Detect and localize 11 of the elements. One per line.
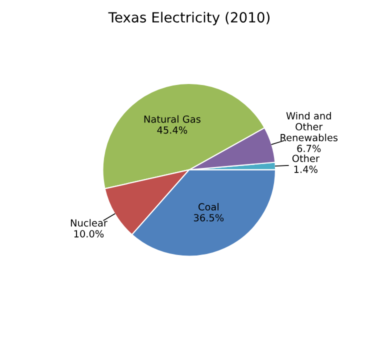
slice-label: Other: [292, 154, 320, 162]
data-label: 45.4%: [157, 126, 188, 134]
slice-label: Natural Gas: [144, 115, 200, 123]
slice-label: Wind and Other Renewables: [280, 112, 338, 142]
slice-label: Nuclear: [70, 219, 108, 227]
slice-label: Coal: [198, 203, 218, 211]
chart-title: Texas Electricity (2010): [108, 12, 270, 26]
data-label: 10.0%: [74, 230, 104, 238]
data-label: 1.4%: [294, 166, 318, 173]
data-label: 36.5%: [194, 214, 224, 222]
data-label: 6.7%: [297, 144, 321, 152]
